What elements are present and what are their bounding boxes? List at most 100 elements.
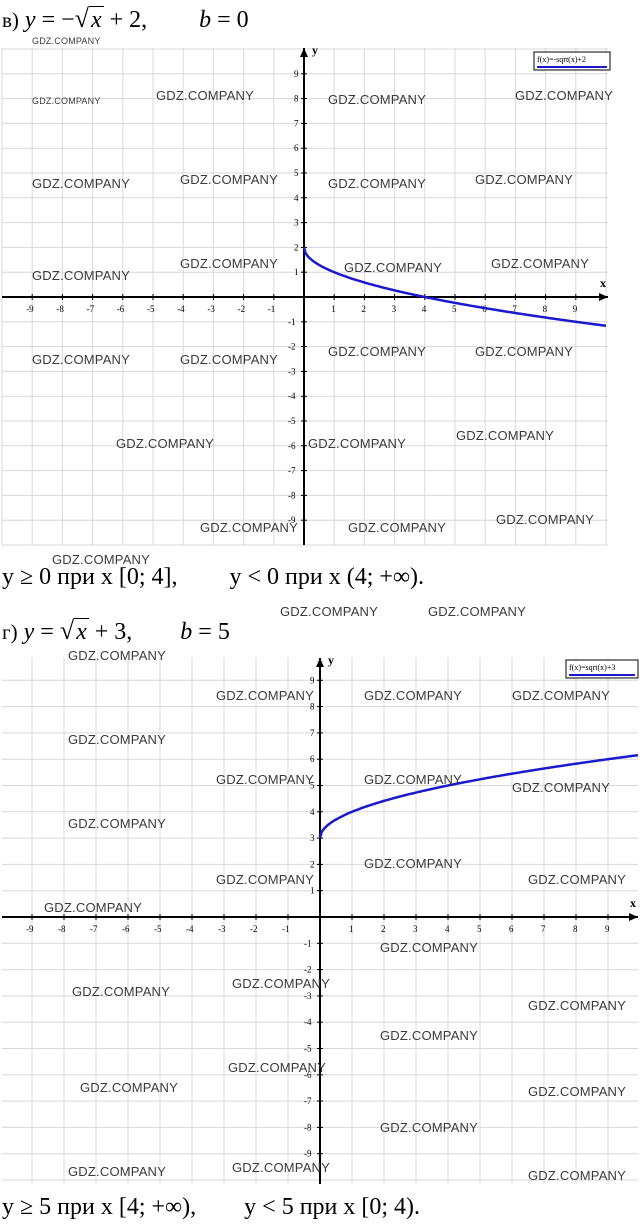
y-tick-label: 3 (310, 833, 315, 843)
y-tick-label: -8 (288, 490, 296, 500)
watermark: GDZ.COMPANY (364, 856, 463, 871)
x-tick-label: 9 (573, 304, 578, 314)
x-tick-label: -1 (282, 924, 290, 934)
part-g-x: x (74, 618, 89, 645)
part-g-label: г) (2, 620, 18, 644)
watermark: GDZ.COMPANY (380, 1120, 479, 1135)
y-tick-label: 9 (294, 69, 299, 79)
watermark: GDZ.COMPANY (200, 520, 299, 535)
x-tick-label: -8 (56, 304, 64, 314)
y-tick-label: 3 (294, 218, 299, 228)
x-tick-label: 2 (381, 924, 386, 934)
watermark: GDZ.COMPANY (428, 604, 527, 619)
x-tick-label: -3 (218, 924, 226, 934)
watermark: GDZ.COMPANY (80, 1080, 179, 1095)
y-tick-label: 8 (310, 702, 315, 712)
watermark: GDZ.COMPANY (512, 688, 611, 703)
part-g-formula: г) y = √x + 3, b = 5 (2, 616, 230, 646)
y-tick-label: 7 (310, 728, 315, 738)
watermark: GDZ.COMPANY (156, 88, 255, 103)
part-v-x: x (88, 6, 104, 33)
y-tick-label: -6 (304, 1070, 312, 1080)
y-tick-label: 8 (294, 94, 299, 104)
sqrt-sign: √ (74, 4, 89, 33)
x-axis-arrow (599, 293, 608, 301)
y-tick-label: -9 (304, 1149, 312, 1159)
watermark: GDZ.COMPANY (280, 604, 379, 619)
x-tick-label: -2 (250, 924, 258, 934)
watermark: GDZ.COMPANY (32, 352, 131, 367)
watermark: GDZ.COMPANY (228, 1060, 327, 1075)
watermark: GDZ.COMPANY (68, 648, 167, 663)
legend-box (565, 659, 639, 679)
watermark: GDZ.COMPANY (512, 780, 611, 795)
y-tick-label: 6 (294, 143, 299, 153)
watermark: GDZ.COMPANY (72, 984, 171, 999)
y-axis-label: y (312, 43, 318, 57)
y-tick-label: -4 (288, 391, 296, 401)
x-tick-label: -7 (90, 924, 98, 934)
part-g-rest: + 3, (94, 619, 133, 645)
y-tick-label: -3 (288, 366, 296, 376)
watermark: GDZ.COMPANY (180, 256, 279, 271)
x-tick-label: -6 (117, 304, 125, 314)
part-v-b-value: = 0 (217, 7, 249, 33)
watermark: GDZ.COMPANY (32, 96, 101, 106)
watermark: GDZ.COMPANY (528, 998, 627, 1013)
watermark: GDZ.COMPANY (52, 552, 151, 567)
y-tick-label: -5 (304, 1044, 312, 1054)
watermark: GDZ.COMPANY (528, 1168, 627, 1183)
watermark: GDZ.COMPANY (32, 176, 131, 191)
part-v-rest: + 2, (109, 7, 148, 33)
watermark: GDZ.COMPANY (68, 732, 167, 747)
y-tick-label: 7 (294, 118, 299, 128)
watermark: GDZ.COMPANY (528, 872, 627, 887)
watermark: GDZ.COMPANY (216, 872, 315, 887)
part-g-answer-right: y < 5 при x [0; 4). (244, 1194, 421, 1220)
legend-label: f(x)=-sqrt(x)+2 (537, 55, 586, 64)
part-g-answer: y ≥ 5 при x [4; +∞), y < 5 при x [0; 4). (2, 1194, 420, 1221)
x-tick-label: 4 (422, 304, 427, 314)
watermark: GDZ.COMPANY (515, 88, 614, 103)
x-tick-label: -5 (147, 304, 155, 314)
y-tick-label: -6 (288, 441, 296, 451)
x-tick-label: -1 (268, 304, 276, 314)
watermark: GDZ.COMPANY (32, 268, 131, 283)
part-g-y: y (23, 619, 35, 645)
part-g-b-value: = 5 (198, 619, 230, 645)
watermark: GDZ.COMPANY (328, 344, 427, 359)
y-tick-label: -9 (288, 515, 296, 525)
legend-label: f(x)=sqrt(x)+3 (569, 663, 615, 672)
y-tick-label: 9 (310, 675, 315, 685)
watermark: GDZ.COMPANY (328, 92, 427, 107)
x-tick-label: 3 (413, 924, 418, 934)
watermark: GDZ.COMPANY (216, 688, 315, 703)
part-g-b: b (180, 619, 193, 645)
part-v-answer: y ≥ 0 при x [0; 4], y < 0 при x (4; +∞). (2, 564, 424, 591)
x-tick-label: 3 (392, 304, 397, 314)
y-tick-label: 1 (294, 267, 299, 277)
y-tick-label: -2 (288, 342, 296, 352)
x-tick-label: 5 (477, 924, 482, 934)
part-v-answer-left: y ≥ 0 при x [0; 4], (2, 564, 178, 590)
watermark: GDZ.COMPANY (456, 428, 555, 443)
y-tick-label: 2 (310, 859, 315, 869)
watermark: GDZ.COMPANY (348, 520, 447, 535)
watermark: GDZ.COMPANY (344, 260, 443, 275)
y-tick-label: -8 (304, 1122, 312, 1132)
watermark: GDZ.COMPANY (32, 36, 101, 46)
part-v-eq: = − (41, 7, 75, 33)
x-tick-label: -6 (122, 924, 130, 934)
watermark: GDZ.COMPANY (475, 172, 574, 187)
legend-box (533, 51, 611, 71)
watermark: GDZ.COMPANY (44, 900, 143, 915)
watermark: GDZ.COMPANY (496, 512, 595, 527)
y-tick-label: -3 (304, 991, 312, 1001)
part-g-answer-left: y ≥ 5 при x [4; +∞), (2, 1194, 197, 1220)
watermark: GDZ.COMPANY (308, 436, 407, 451)
y-tick-label: 4 (310, 807, 315, 817)
watermark: GDZ.COMPANY (380, 1028, 479, 1043)
watermark: GDZ.COMPANY (328, 176, 427, 191)
x-tick-label: -8 (58, 924, 66, 934)
y-tick-label: 1 (310, 886, 315, 896)
